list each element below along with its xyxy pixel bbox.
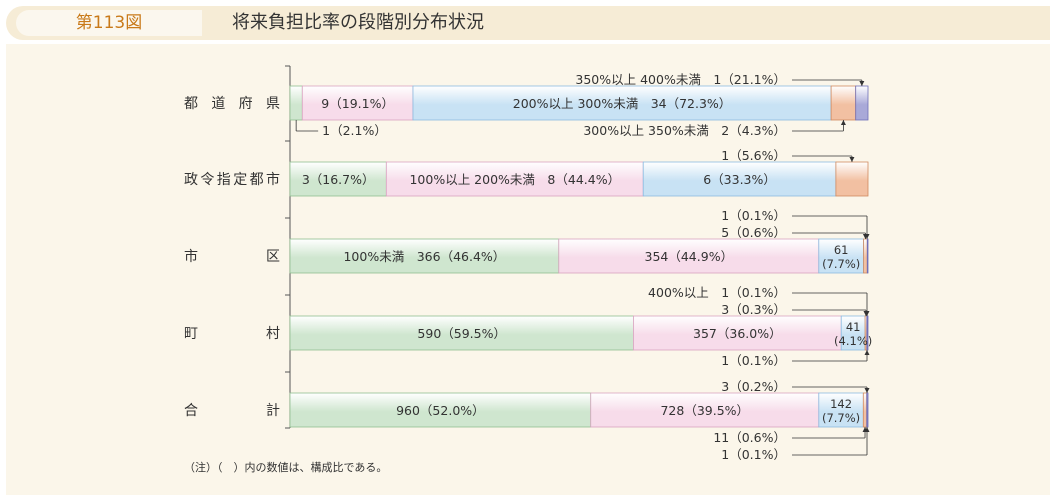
bar-segment	[289, 392, 592, 428]
bar-value-label: (7.7%)	[822, 411, 860, 425]
callout-arrow	[840, 120, 846, 125]
bar-segment	[289, 85, 303, 121]
callout-arrow	[864, 388, 870, 393]
bar-segment	[558, 238, 820, 274]
category-label: 合 計	[184, 403, 280, 419]
category-label: 市 区	[184, 248, 280, 265]
bar-segment	[642, 161, 837, 197]
bar-segment	[289, 161, 387, 197]
callout-arrow	[863, 311, 869, 316]
bar-value-label: 100%未満 366（46.4%）	[343, 249, 505, 264]
bar-segment	[412, 85, 832, 121]
bar-segment	[818, 238, 864, 274]
callout-label: 3（0.2%）	[721, 379, 786, 394]
bar-value-label: 354（44.9%）	[645, 249, 734, 264]
bar-value-label: 200%以上 300%未満 34（72.3%）	[513, 96, 732, 111]
bar-segment	[633, 315, 842, 351]
callout-label: 5（0.6%）	[721, 225, 786, 240]
bar-value-label: 41	[846, 320, 861, 334]
bar-segment	[867, 315, 869, 351]
category-label: 都 道 府 県	[184, 96, 280, 112]
footnote: （注）（ ）内の数値は、構成比である。	[184, 461, 388, 474]
bar-segment	[830, 85, 857, 121]
callout-label: 350%以上 400%未満 1（21.1%）	[575, 72, 786, 87]
bar-value-label: 61	[834, 243, 849, 257]
bar-value-label: 100%以上 200%未満 8（44.4%）	[409, 172, 620, 187]
callout-label: 1（2.1%）	[322, 123, 387, 138]
callout-arrow	[864, 427, 870, 432]
bar-segment	[289, 238, 560, 274]
callout-label: 300%以上 350%未満 2（4.3%）	[583, 123, 786, 138]
bar-segment	[862, 392, 868, 428]
bar-value-label: 142	[830, 397, 852, 411]
callout-arrow	[849, 157, 855, 162]
callout-label: 1（0.1%）	[721, 447, 786, 462]
bar-segment	[866, 238, 869, 274]
callout-arrow	[862, 234, 868, 239]
category-label: 町 村	[184, 326, 280, 342]
bar-segment	[289, 315, 634, 351]
bar-segment	[385, 161, 644, 197]
callout-label: 3（0.3%）	[721, 302, 786, 317]
bar-value-label: 357（36.0%）	[693, 326, 782, 341]
callout-arrow	[864, 350, 870, 355]
bar-value-label: 960（52.0%）	[396, 403, 485, 418]
callout-label: 400%以上 1（0.1%）	[648, 285, 786, 300]
callout-arrow	[859, 81, 865, 86]
bar-segment	[590, 392, 820, 428]
callout-label: 11（0.6%）	[713, 430, 786, 445]
figure-number: 第113図	[16, 10, 202, 36]
bar-value-label: 3（16.7%）	[302, 172, 375, 187]
bar-value-label: (4.1%)	[834, 334, 872, 348]
bar-value-label: (7.7%)	[822, 257, 860, 271]
bar-segment	[818, 392, 864, 428]
bar-value-label: 6（33.3%）	[703, 172, 776, 187]
bar-value-label: 590（59.5%）	[417, 326, 506, 341]
callout-label: 1（5.6%）	[721, 148, 786, 163]
bar-segment	[835, 161, 869, 197]
bar-segment	[855, 85, 869, 121]
callout-label: 1（0.1%）	[721, 208, 786, 223]
figure-header: 第113図 将来負担比率の段階別分布状況	[6, 6, 1050, 40]
bar-value-label: 728（39.5%）	[660, 403, 749, 418]
bar-segment	[863, 238, 868, 274]
bar-value-label: 9（19.1%）	[321, 96, 394, 111]
figure-title: 将来負担比率の段階別分布状況	[232, 12, 484, 33]
callout-label: 1（0.1%）	[721, 353, 786, 368]
category-label: 政令指定都市	[184, 171, 280, 188]
